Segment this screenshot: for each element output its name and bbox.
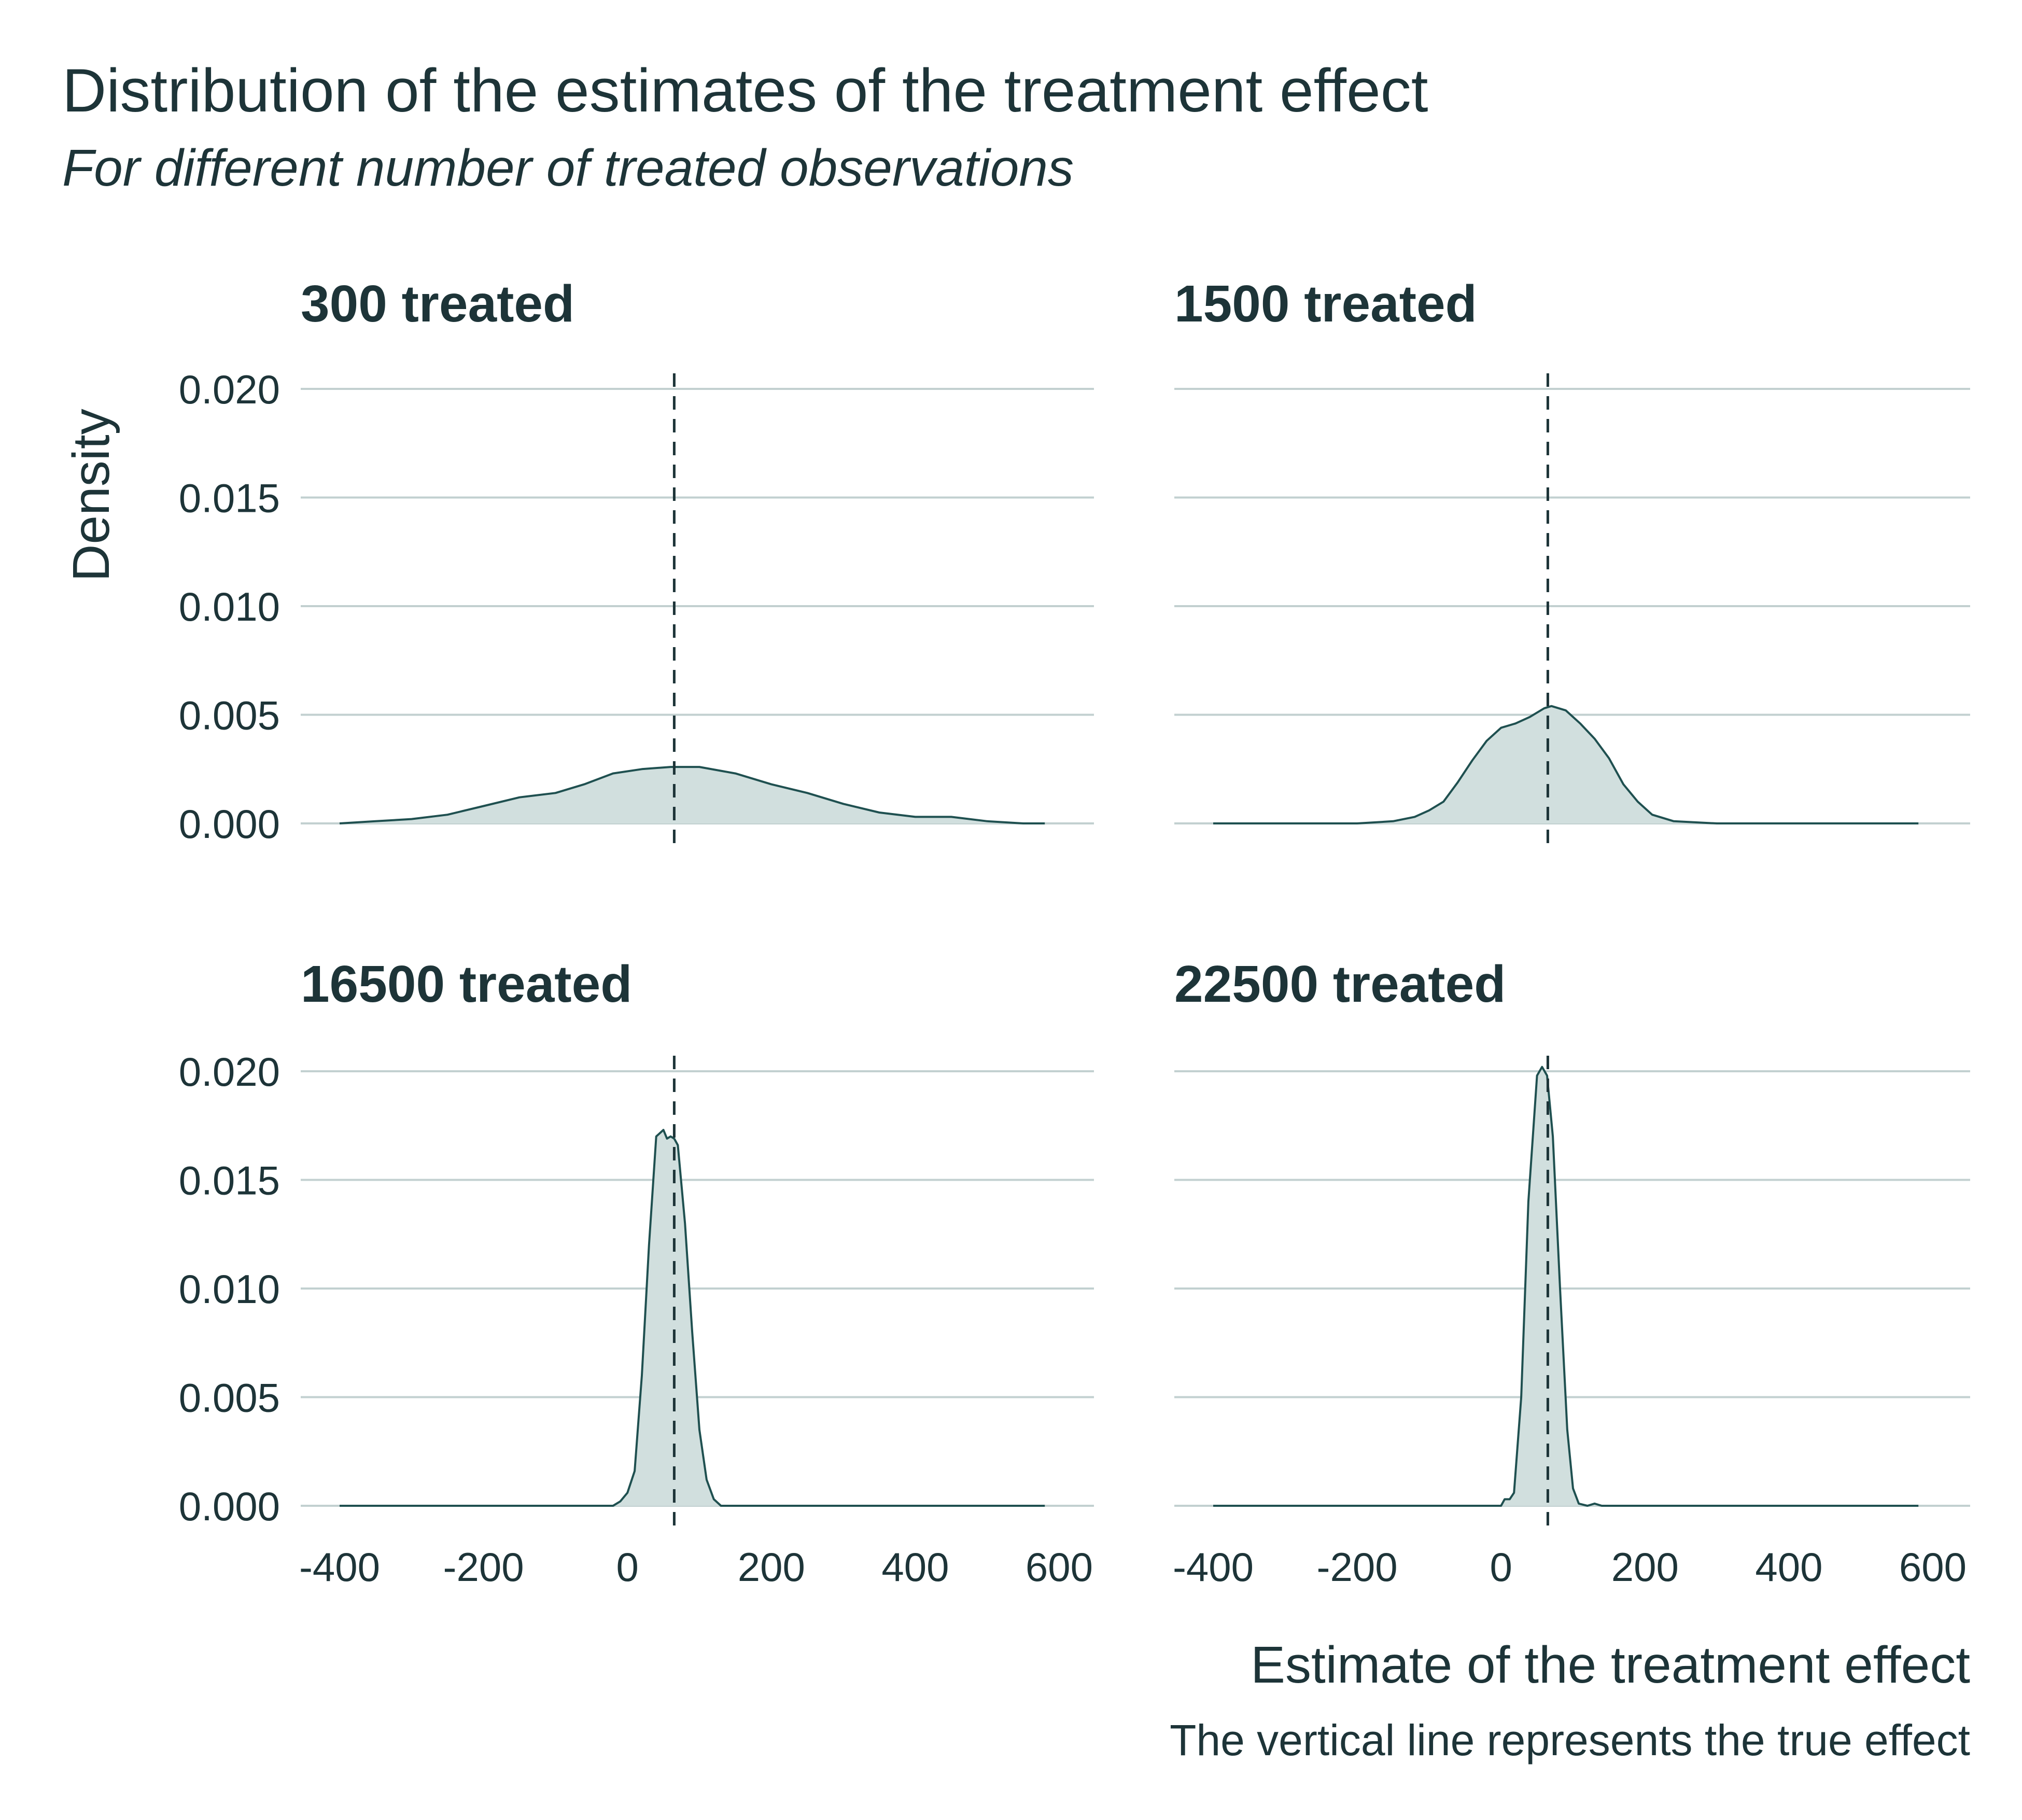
y-tick-label: 0.005 — [179, 693, 280, 738]
density-area — [340, 767, 1045, 823]
x-tick-label: 600 — [1026, 1544, 1093, 1590]
y-tick-label: 0.000 — [179, 801, 280, 847]
density-line — [1213, 1066, 1919, 1507]
y-axis-title: Density — [62, 409, 120, 581]
x-tick-label: 400 — [881, 1544, 949, 1590]
chart-caption: The vertical line represents the true ef… — [1170, 1716, 1970, 1765]
x-tick-label: 0 — [1490, 1544, 1512, 1590]
x-tick-label: -400 — [299, 1544, 380, 1590]
y-tick-label: 0.015 — [179, 1158, 280, 1203]
density-line — [340, 1129, 1045, 1507]
x-tick-label: -200 — [443, 1544, 524, 1590]
x-axis-title: Estimate of the treatment effect — [1251, 1636, 1970, 1694]
facet-title: 16500 treated — [301, 955, 632, 1013]
y-tick-label: 0.000 — [179, 1483, 280, 1529]
density-line — [1213, 705, 1919, 824]
y-tick-label: 0.010 — [179, 1266, 280, 1312]
y-tick-label: 0.005 — [179, 1375, 280, 1421]
density-area — [1213, 1067, 1919, 1506]
density-area — [340, 1130, 1045, 1506]
y-tick-label: 0.020 — [179, 367, 280, 412]
y-tick-label: 0.015 — [179, 475, 280, 521]
x-tick-label: 200 — [1611, 1544, 1679, 1590]
facet-panels: 300 treated 0.000 0.005 0.010 0.015 0.020 1500… — [179, 275, 1970, 1590]
x-tick-label: 400 — [1755, 1544, 1822, 1590]
density-area — [1213, 706, 1919, 823]
y-tick-label: 0.020 — [179, 1049, 280, 1095]
chart-subtitle: For different number of treated observat… — [62, 139, 1074, 197]
facet-panel: 300 treated 0.000 0.005 0.010 0.015 0.020 — [179, 275, 1094, 847]
chart-title: Distribution of the estimates of the tre… — [62, 57, 1428, 125]
facet-title: 1500 treated — [1174, 275, 1477, 333]
facet-title: 300 treated — [301, 275, 574, 333]
facet-panel: 1500 treated — [1174, 275, 1970, 847]
x-tick-label: 600 — [1899, 1544, 1967, 1590]
facet-panel: 16500 treated 0.000 0.005 0.010 0.015 0.020 -4… — [179, 955, 1094, 1590]
facet-title: 22500 treated — [1174, 955, 1506, 1013]
x-tick-label: -400 — [1173, 1544, 1254, 1590]
density-line — [339, 766, 1045, 824]
y-tick-label: 0.010 — [179, 584, 280, 629]
x-tick-label: 0 — [616, 1544, 639, 1590]
x-tick-label: 200 — [738, 1544, 805, 1590]
facet-panel: 22500 treated -400 -200 0 200 400 600 — [1173, 955, 1970, 1590]
x-tick-label: -200 — [1317, 1544, 1398, 1590]
